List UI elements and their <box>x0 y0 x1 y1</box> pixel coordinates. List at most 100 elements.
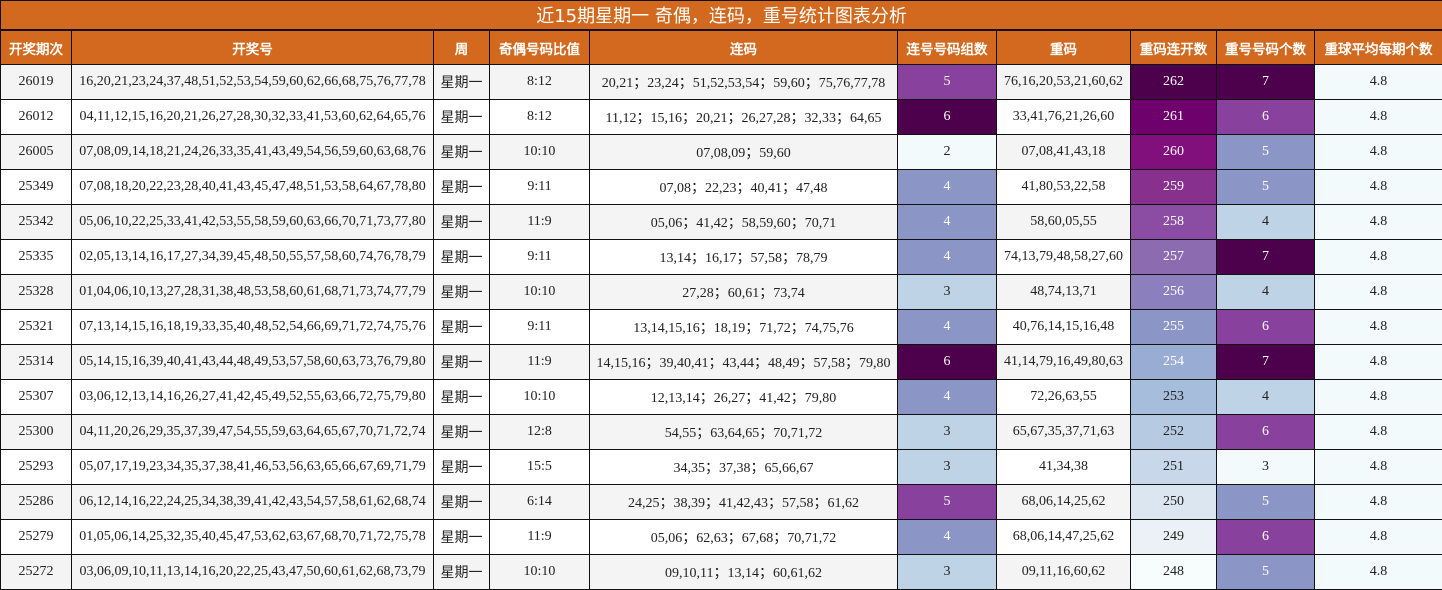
col-header-repeat-streak: 重码连开数 <box>1130 29 1217 65</box>
repeat-count-cell: 5 <box>1216 554 1315 590</box>
table-title: 近15期星期一 奇偶，连码，重号统计图表分析 <box>0 0 1442 31</box>
repeat-count-cell: 7 <box>1216 239 1315 275</box>
numbers-cell: 05,14,15,16,39,40,41,43,44,48,49,53,57,5… <box>71 344 434 380</box>
avg-repeat-cell: 4.8 <box>1313 344 1442 380</box>
avg-repeat-cell: 4.8 <box>1313 519 1442 555</box>
week-cell: 星期一 <box>433 554 490 590</box>
repeat-streak-cell: 250 <box>1130 484 1217 520</box>
odd-even-ratio-cell: 10:10 <box>489 379 590 415</box>
repeats-cell: 68,06,14,47,25,62 <box>996 519 1131 555</box>
repeats-cell: 33,41,76,21,26,60 <box>996 99 1131 135</box>
week-cell: 星期一 <box>433 484 490 520</box>
numbers-cell: 07,08,09,14,18,21,24,26,33,35,41,43,49,5… <box>71 134 434 170</box>
consecutive-cell: 05,06；62,63；67,68；70,71,72 <box>589 519 898 555</box>
numbers-cell: 16,20,21,23,24,37,48,51,52,53,54,59,60,6… <box>71 64 434 100</box>
odd-even-ratio-cell: 8:12 <box>489 99 590 135</box>
avg-repeat-cell: 4.8 <box>1313 64 1442 100</box>
week-cell: 星期一 <box>433 134 490 170</box>
repeat-streak-cell: 251 <box>1130 449 1217 485</box>
avg-repeat-cell: 4.8 <box>1313 134 1442 170</box>
repeat-streak-cell: 261 <box>1130 99 1217 135</box>
repeat-streak-cell: 249 <box>1130 519 1217 555</box>
consecutive-groups-cell: 4 <box>897 519 997 555</box>
table-row: 25314 05,14,15,16,39,40,41,43,44,48,49,53… <box>0 344 1442 380</box>
consecutive-groups-cell: 4 <box>897 169 997 205</box>
odd-even-ratio-cell: 9:11 <box>489 309 590 345</box>
repeat-count-cell: 4 <box>1216 204 1315 240</box>
col-header-odd-even: 奇偶号码比值 <box>489 29 590 65</box>
repeats-cell: 76,16,20,53,21,60,62 <box>996 64 1131 100</box>
repeat-streak-cell: 260 <box>1130 134 1217 170</box>
consecutive-cell: 13,14；16,17；57,58；78,79 <box>589 239 898 275</box>
issue-cell: 25300 <box>0 414 72 450</box>
avg-repeat-cell: 4.8 <box>1313 169 1442 205</box>
week-cell: 星期一 <box>433 64 490 100</box>
avg-repeat-cell: 4.8 <box>1313 484 1442 520</box>
consecutive-groups-cell: 6 <box>897 344 997 380</box>
odd-even-ratio-cell: 10:10 <box>489 554 590 590</box>
table-row: 25342 05,06,10,22,25,33,41,42,53,55,58,59… <box>0 204 1442 240</box>
odd-even-ratio-cell: 11:9 <box>489 204 590 240</box>
consecutive-groups-cell: 3 <box>897 554 997 590</box>
table-row: 25300 04,11,20,26,29,35,37,39,47,54,55,59… <box>0 414 1442 450</box>
consecutive-cell: 07,08；22,23；40,41；47,48 <box>589 169 898 205</box>
consecutive-groups-cell: 2 <box>897 134 997 170</box>
week-cell: 星期一 <box>433 379 490 415</box>
consecutive-cell: 13,14,15,16；18,19；71,72；74,75,76 <box>589 309 898 345</box>
numbers-cell: 04,11,20,26,29,35,37,39,47,54,55,59,63,6… <box>71 414 434 450</box>
repeat-streak-cell: 248 <box>1130 554 1217 590</box>
repeats-cell: 41,34,38 <box>996 449 1131 485</box>
consecutive-cell: 05,06；41,42；58,59,60；70,71 <box>589 204 898 240</box>
repeat-count-cell: 4 <box>1216 274 1315 310</box>
issue-cell: 25321 <box>0 309 72 345</box>
repeat-count-cell: 6 <box>1216 309 1315 345</box>
issue-cell: 26012 <box>0 99 72 135</box>
odd-even-ratio-cell: 6:14 <box>489 484 590 520</box>
table-row: 26005 07,08,09,14,18,21,24,26,33,35,41,43… <box>0 134 1442 170</box>
odd-even-ratio-cell: 11:9 <box>489 344 590 380</box>
numbers-cell: 02,05,13,14,16,17,27,34,39,45,48,50,55,5… <box>71 239 434 275</box>
odd-even-ratio-cell: 9:11 <box>489 239 590 275</box>
week-cell: 星期一 <box>433 239 490 275</box>
week-cell: 星期一 <box>433 309 490 345</box>
repeats-cell: 74,13,79,48,58,27,60 <box>996 239 1131 275</box>
issue-cell: 26005 <box>0 134 72 170</box>
issue-cell: 25335 <box>0 239 72 275</box>
issue-cell: 25279 <box>0 519 72 555</box>
repeat-streak-cell: 258 <box>1130 204 1217 240</box>
col-header-consecutive-groups: 连号号码组数 <box>897 29 997 65</box>
repeat-streak-cell: 252 <box>1130 414 1217 450</box>
consecutive-cell: 12,13,14；26,27；41,42；79,80 <box>589 379 898 415</box>
avg-repeat-cell: 4.8 <box>1313 554 1442 590</box>
avg-repeat-cell: 4.8 <box>1313 414 1442 450</box>
repeat-streak-cell: 257 <box>1130 239 1217 275</box>
repeats-cell: 41,14,79,16,49,80,63 <box>996 344 1131 380</box>
numbers-cell: 05,06,10,22,25,33,41,42,53,55,58,59,60,6… <box>71 204 434 240</box>
repeat-count-cell: 7 <box>1216 344 1315 380</box>
avg-repeat-cell: 4.8 <box>1313 274 1442 310</box>
consecutive-cell: 24,25；38,39；41,42,43；57,58；61,62 <box>589 484 898 520</box>
consecutive-cell: 14,15,16；39,40,41；43,44；48,49；57,58；79,8… <box>589 344 898 380</box>
repeat-streak-cell: 253 <box>1130 379 1217 415</box>
repeat-streak-cell: 259 <box>1130 169 1217 205</box>
consecutive-groups-cell: 4 <box>897 379 997 415</box>
odd-even-ratio-cell: 9:11 <box>489 169 590 205</box>
avg-repeat-cell: 4.8 <box>1313 309 1442 345</box>
repeat-streak-cell: 254 <box>1130 344 1217 380</box>
consecutive-cell: 54,55；63,64,65；70,71,72 <box>589 414 898 450</box>
odd-even-ratio-cell: 12:8 <box>489 414 590 450</box>
numbers-cell: 03,06,12,13,14,16,26,27,41,42,45,49,52,5… <box>71 379 434 415</box>
consecutive-groups-cell: 4 <box>897 239 997 275</box>
numbers-cell: 07,13,14,15,16,18,19,33,35,40,48,52,54,6… <box>71 309 434 345</box>
odd-even-ratio-cell: 8:12 <box>489 64 590 100</box>
numbers-cell: 04,11,12,15,16,20,21,26,27,28,30,32,33,4… <box>71 99 434 135</box>
repeats-cell: 07,08,41,43,18 <box>996 134 1131 170</box>
week-cell: 星期一 <box>433 274 490 310</box>
consecutive-groups-cell: 5 <box>897 484 997 520</box>
issue-cell: 25328 <box>0 274 72 310</box>
week-cell: 星期一 <box>433 204 490 240</box>
repeat-count-cell: 3 <box>1216 449 1315 485</box>
repeat-count-cell: 7 <box>1216 64 1315 100</box>
table-row: 25349 07,08,18,20,22,23,28,40,41,43,45,47… <box>0 169 1442 205</box>
issue-cell: 26019 <box>0 64 72 100</box>
